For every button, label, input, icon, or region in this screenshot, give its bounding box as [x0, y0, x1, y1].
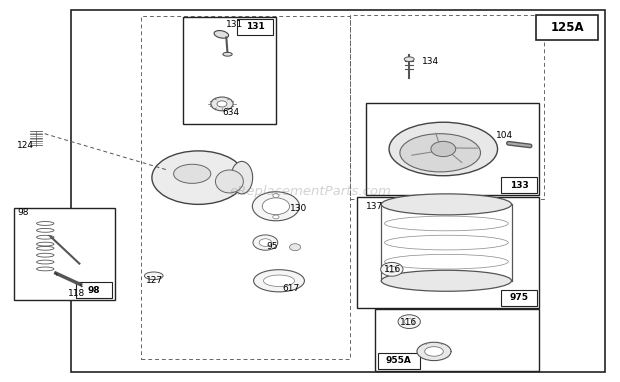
- Ellipse shape: [381, 194, 512, 215]
- Circle shape: [253, 235, 278, 250]
- Ellipse shape: [254, 270, 304, 292]
- Text: 116: 116: [400, 318, 417, 327]
- Ellipse shape: [417, 342, 451, 361]
- Text: 104: 104: [496, 131, 513, 140]
- Ellipse shape: [174, 164, 211, 183]
- Bar: [378, 353, 420, 369]
- Circle shape: [398, 315, 420, 329]
- Text: 127: 127: [146, 276, 163, 285]
- Text: 116: 116: [384, 265, 402, 274]
- Circle shape: [252, 192, 299, 221]
- Bar: [366, 103, 539, 195]
- Bar: [237, 19, 273, 35]
- Ellipse shape: [264, 275, 294, 286]
- Text: 955A: 955A: [386, 356, 412, 366]
- Circle shape: [259, 239, 272, 246]
- Bar: [350, 15, 544, 199]
- Text: 125A: 125A: [551, 21, 584, 34]
- Ellipse shape: [231, 162, 253, 194]
- Text: 975: 975: [510, 293, 528, 303]
- Circle shape: [387, 266, 397, 272]
- Text: eReplacementParts.com: eReplacementParts.com: [229, 185, 391, 197]
- Ellipse shape: [404, 57, 414, 62]
- Ellipse shape: [425, 347, 443, 356]
- Bar: [76, 282, 112, 298]
- Text: 98: 98: [17, 208, 29, 217]
- Text: 137: 137: [366, 202, 383, 211]
- Bar: [141, 16, 350, 359]
- Text: 131: 131: [246, 22, 265, 31]
- Bar: [501, 177, 537, 193]
- Ellipse shape: [389, 122, 497, 176]
- Ellipse shape: [223, 52, 232, 56]
- Bar: [14, 208, 115, 300]
- Text: 98: 98: [88, 286, 100, 295]
- Bar: [501, 290, 537, 306]
- Bar: [375, 309, 539, 371]
- Bar: [536, 15, 598, 40]
- Circle shape: [273, 215, 279, 219]
- Bar: [356, 197, 539, 308]
- Ellipse shape: [381, 270, 512, 291]
- Text: 130: 130: [290, 204, 308, 213]
- Circle shape: [404, 319, 414, 325]
- Ellipse shape: [214, 31, 229, 38]
- Circle shape: [262, 198, 290, 215]
- Bar: [71, 10, 604, 372]
- Circle shape: [431, 141, 456, 157]
- Text: 133: 133: [510, 181, 528, 190]
- Circle shape: [381, 262, 403, 276]
- Text: 134: 134: [422, 57, 439, 66]
- Text: 617: 617: [282, 284, 299, 293]
- Text: 634: 634: [222, 108, 239, 117]
- Ellipse shape: [144, 272, 163, 280]
- Ellipse shape: [216, 170, 243, 193]
- Circle shape: [217, 101, 227, 107]
- Circle shape: [273, 194, 279, 197]
- Text: 124: 124: [17, 141, 34, 150]
- Text: 95: 95: [267, 242, 278, 251]
- Ellipse shape: [152, 151, 245, 204]
- Ellipse shape: [400, 134, 481, 172]
- Bar: [183, 17, 276, 124]
- Text: 131: 131: [226, 20, 244, 29]
- Circle shape: [290, 244, 301, 251]
- Circle shape: [211, 97, 233, 111]
- Text: 118: 118: [68, 289, 86, 298]
